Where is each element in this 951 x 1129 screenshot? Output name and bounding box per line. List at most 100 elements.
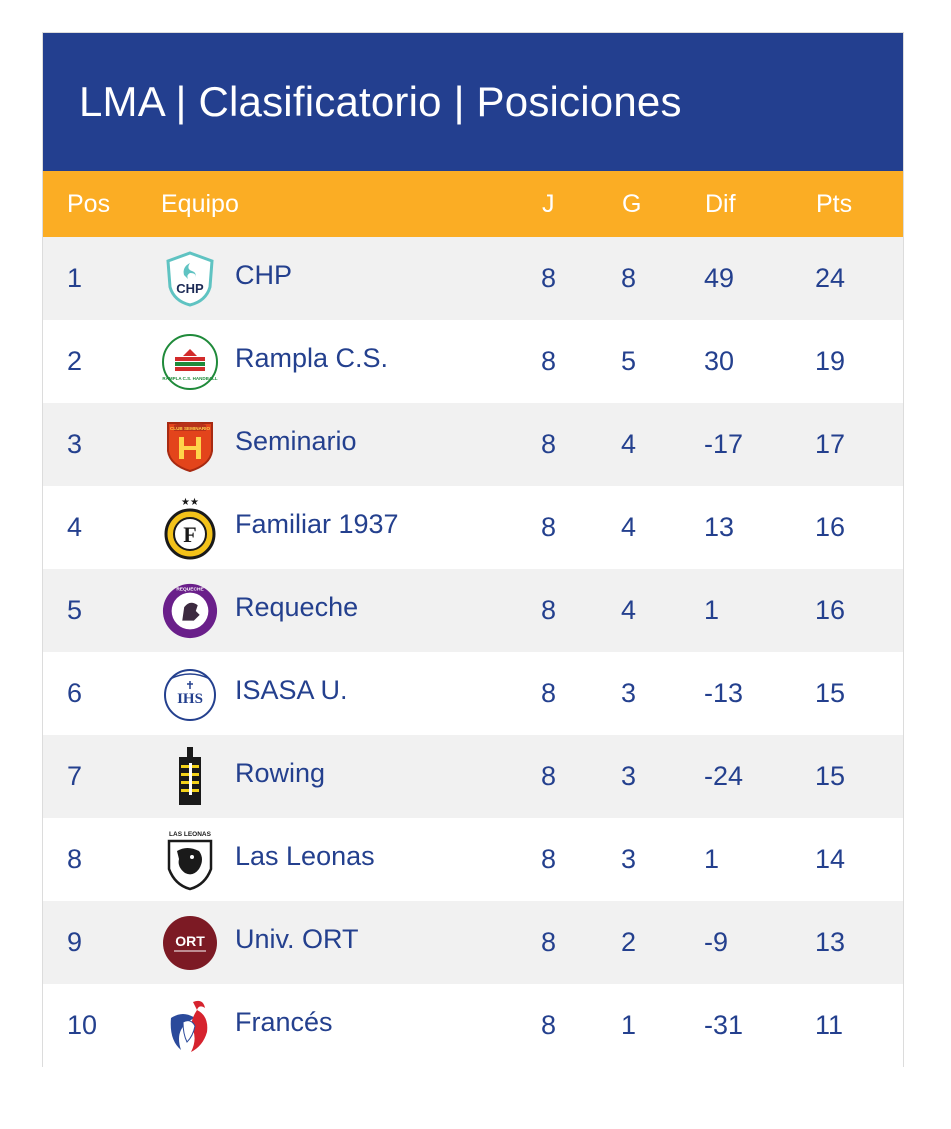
team-name[interactable]: Francés: [235, 1007, 333, 1037]
header-j: J: [542, 189, 555, 218]
table-row[interactable]: 2 RAMPLA C.S. HANDBALL Rampla C.S. 8 5 30 19: [43, 320, 903, 403]
table-row[interactable]: 5 REQUECHE Requeche 8 4 1 16: [43, 569, 903, 652]
team-name[interactable]: ISASA U.: [235, 675, 348, 705]
table-row[interactable]: 1 CHP CHP 8 8 49 24: [43, 237, 903, 320]
team-name[interactable]: Rowing: [235, 758, 326, 788]
svg-text:F: F: [183, 522, 196, 547]
header-team: Equipo: [161, 189, 239, 218]
row-g: 4: [621, 512, 637, 542]
isasa-logo-icon: IHS: [161, 652, 219, 735]
row-j: 8: [541, 761, 557, 791]
svg-text:IHS: IHS: [177, 691, 203, 707]
row-pts: 16: [815, 595, 846, 625]
frances-logo-icon: [161, 984, 219, 1067]
team-name[interactable]: Rampla C.S.: [235, 343, 389, 373]
table-row[interactable]: 9 ORT Univ. ORT 8 2 -9 13: [43, 901, 903, 984]
table-row[interactable]: 3 CLUB SEMINARIO Seminario 8 4 -17 17: [43, 403, 903, 486]
header-dif: Dif: [705, 189, 736, 218]
row-dif: -31: [704, 1010, 744, 1040]
rowing-logo-icon: [161, 735, 219, 818]
team-name[interactable]: Seminario: [235, 426, 357, 456]
row-g: 4: [621, 429, 637, 459]
svg-text:LAS LEONAS: LAS LEONAS: [169, 831, 212, 838]
svg-text:REQUECHE: REQUECHE: [176, 586, 204, 592]
row-pts: 11: [815, 1010, 844, 1040]
header-pos: Pos: [67, 189, 111, 218]
row-dif: 1: [704, 595, 720, 625]
row-g: 3: [621, 844, 637, 874]
row-g: 3: [621, 678, 637, 708]
team-name[interactable]: Requeche: [235, 592, 359, 622]
row-pts: 24: [815, 263, 846, 293]
row-j: 8: [541, 263, 557, 293]
row-pos: 3: [67, 429, 83, 459]
team-name[interactable]: Familiar 1937: [235, 509, 399, 539]
header-pts: Pts: [816, 189, 853, 218]
row-pos: 9: [67, 927, 83, 957]
row-j: 8: [541, 346, 557, 376]
row-pos: 4: [67, 512, 83, 542]
row-g: 5: [621, 346, 637, 376]
table-row[interactable]: 8 LAS LEONAS Las Leonas 8 3 1 14: [43, 818, 903, 901]
svg-text:CLUB SEMINARIO: CLUB SEMINARIO: [170, 426, 210, 431]
row-pts: 15: [815, 678, 846, 708]
row-dif: 13: [704, 512, 735, 542]
row-j: 8: [541, 927, 557, 957]
standings-card: LMA | Clasificatorio | Posiciones Pos Eq…: [42, 32, 904, 1067]
row-pos: 2: [67, 346, 83, 376]
row-j: 8: [541, 429, 557, 459]
seminario-logo-icon: CLUB SEMINARIO: [161, 403, 219, 486]
table-header: Pos Equipo J G Dif Pts: [43, 171, 903, 237]
requeche-logo-icon: REQUECHE: [161, 569, 219, 652]
row-dif: 49: [704, 263, 735, 293]
header-g: G: [622, 189, 642, 218]
row-g: 8: [621, 263, 637, 293]
row-pts: 17: [815, 429, 846, 459]
leonas-logo-icon: LAS LEONAS: [161, 818, 219, 901]
svg-text:RAMPLA C.S. HANDBALL: RAMPLA C.S. HANDBALL: [162, 376, 218, 381]
team-name[interactable]: Las Leonas: [235, 841, 375, 871]
row-dif: 30: [704, 346, 735, 376]
row-j: 8: [541, 678, 557, 708]
table-body: 1 CHP CHP 8 8 49 24 2 RAMPLA C.S. HANDBALL Ra…: [43, 237, 903, 1067]
table-row[interactable]: 6 IHS ISASA U. 8 3 -13 15: [43, 652, 903, 735]
svg-text:★★: ★★: [181, 497, 199, 508]
row-dif: -17: [704, 429, 744, 459]
row-pos: 7: [67, 761, 83, 791]
table-row[interactable]: 10 Francés 8 1 -31 11: [43, 984, 903, 1067]
row-pos: 1: [67, 263, 83, 293]
row-j: 8: [541, 844, 557, 874]
row-dif: -13: [704, 678, 744, 708]
row-pos: 10: [67, 1010, 98, 1040]
page-title: LMA | Clasificatorio | Posiciones: [79, 78, 682, 125]
team-name[interactable]: Univ. ORT: [235, 924, 359, 954]
row-pts: 19: [815, 346, 846, 376]
row-dif: -9: [704, 927, 729, 957]
row-pts: 13: [815, 927, 846, 957]
svg-text:CHP: CHP: [176, 281, 204, 296]
rampla-logo-icon: RAMPLA C.S. HANDBALL: [161, 320, 219, 403]
table-row[interactable]: 7 Rowing 8 3 -24 15: [43, 735, 903, 818]
row-pts: 16: [815, 512, 846, 542]
team-name[interactable]: CHP: [235, 260, 293, 290]
row-j: 8: [541, 512, 557, 542]
row-j: 8: [541, 595, 557, 625]
table-row[interactable]: 4 ★★ F Familiar 1937 8 4 13 16: [43, 486, 903, 569]
ort-logo-icon: ORT: [161, 901, 219, 984]
row-pts: 15: [815, 761, 846, 791]
row-g: 3: [621, 761, 637, 791]
svg-text:ORT: ORT: [175, 933, 205, 949]
row-pos: 8: [67, 844, 83, 874]
title-bar: LMA | Clasificatorio | Posiciones: [43, 33, 903, 171]
row-pos: 5: [67, 595, 83, 625]
row-dif: 1: [704, 844, 720, 874]
chp-logo-icon: CHP: [161, 237, 219, 320]
row-g: 4: [621, 595, 637, 625]
familiar-logo-icon: ★★ F: [161, 486, 219, 569]
row-g: 2: [621, 927, 637, 957]
row-pos: 6: [67, 678, 83, 708]
row-pts: 14: [815, 844, 846, 874]
row-g: 1: [621, 1010, 637, 1040]
row-dif: -24: [704, 761, 744, 791]
row-j: 8: [541, 1010, 557, 1040]
